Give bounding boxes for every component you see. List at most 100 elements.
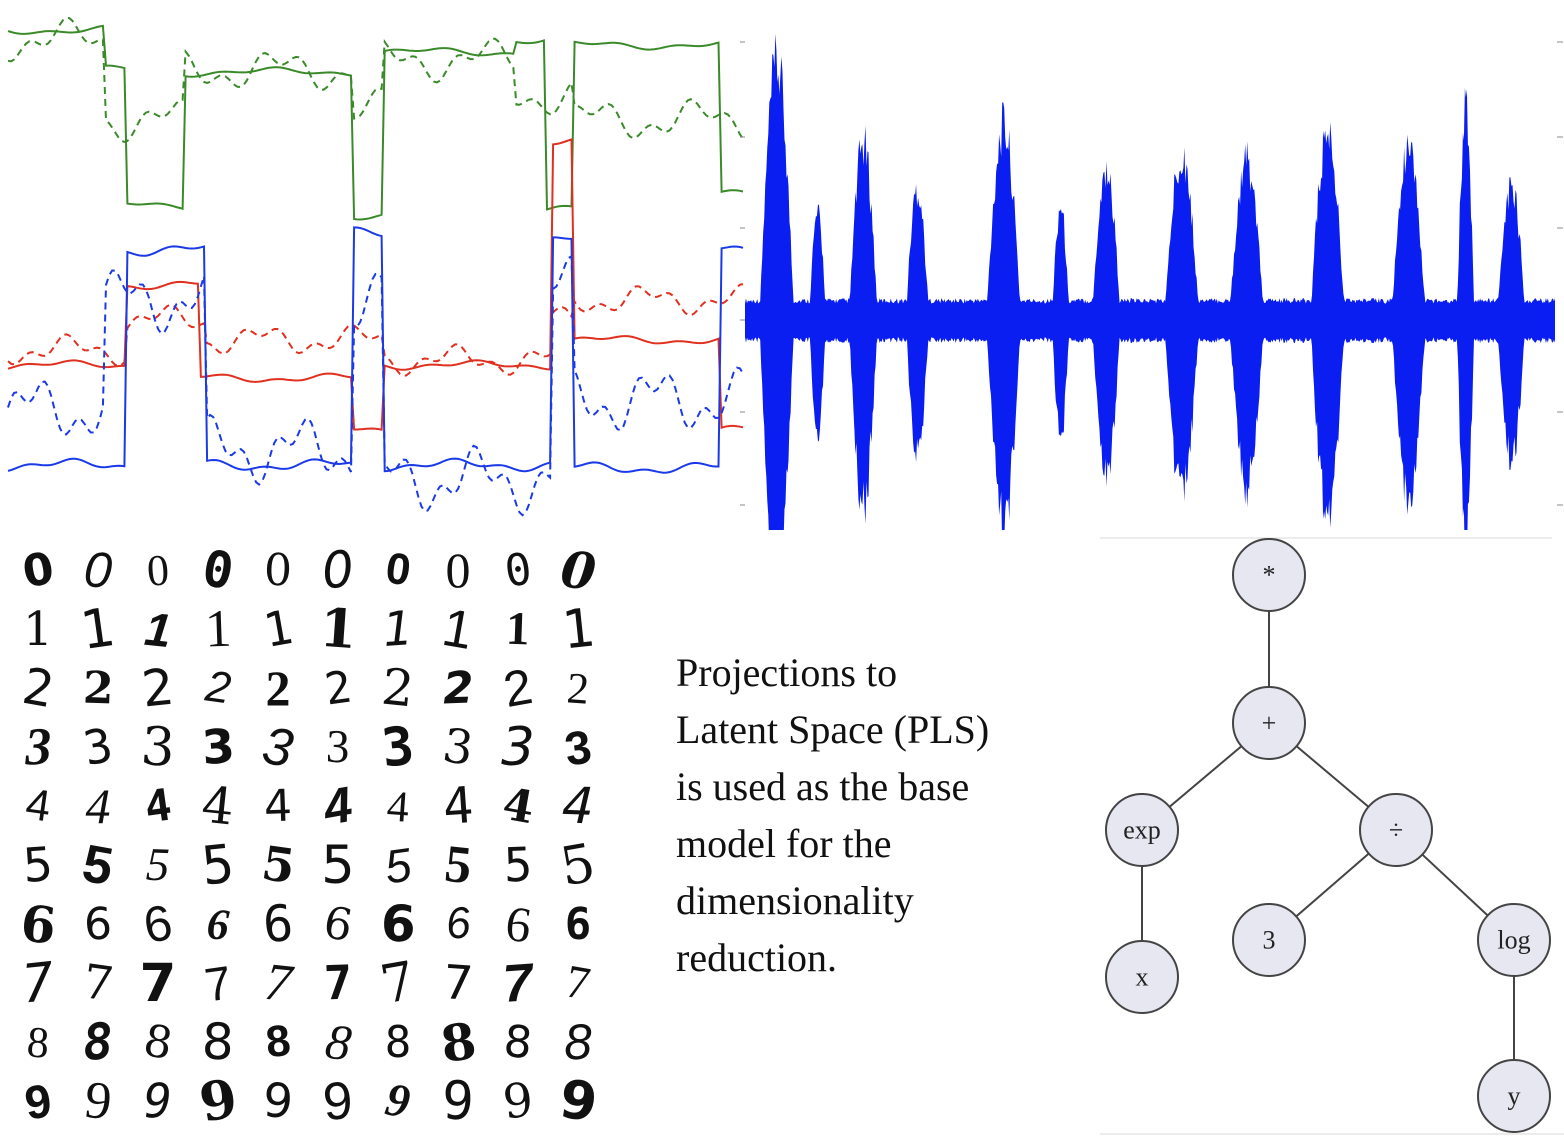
digit-cell: 9 [430,1070,486,1132]
digit-cell: 2 [430,658,486,718]
digit-glyph: 6 [319,896,357,952]
digit-glyph: 7 [322,955,354,1011]
digit-cell: 5 [490,835,546,895]
series-line [7,16,744,143]
digit-glyph: 7 [376,950,420,1016]
node-root: * [1232,538,1306,612]
digit-cell: 4 [250,776,306,836]
node-circle [1477,1059,1551,1133]
digit-cell: 5 [250,835,306,895]
node-label: y [1508,1082,1521,1111]
digit-cell: 4 [130,776,186,836]
digit-glyph: 6 [260,894,296,954]
node-label: log [1497,926,1530,955]
digit-glyph: 1 [142,601,174,657]
digit-cell: 9 [70,1071,126,1131]
digit-glyph: 2 [321,660,355,716]
digit-glyph: 8 [501,1015,535,1069]
digit-cell: 6 [250,894,306,954]
digit-cell: 0 [550,539,606,601]
digit-cell: 2 [370,657,426,718]
digit-glyph: 9 [142,1073,174,1129]
digit-glyph: 5 [145,838,171,892]
series-line [7,138,744,431]
digit-cell: 1 [370,599,426,659]
digit-cell: 2 [130,657,186,719]
digit-cell: 2 [310,658,366,718]
time-series-plot [7,16,745,517]
node-three: 3 [1232,903,1306,977]
digit-cell: 1 [490,599,546,659]
digit-glyph: 1 [259,599,297,659]
digit-glyph: 8 [384,1016,412,1068]
digit-cell: 5 [430,835,486,895]
digit-glyph: 8 [263,1015,293,1068]
digit-glyph: 4 [319,776,357,836]
digit-glyph: 4 [199,775,237,837]
digit-cell: 5 [550,832,606,898]
digit-glyph: 7 [139,952,177,1014]
digit-glyph: 9 [261,1072,295,1130]
digit-glyph: 1 [203,599,233,659]
digit-glyph: 4 [22,779,54,832]
digit-cell: 0 [370,540,426,600]
series-line [7,283,744,377]
digit-glyph: 8 [80,1012,116,1072]
node-circle [1232,903,1306,977]
node-plus: + [1232,686,1306,760]
digit-cell: 6 [430,894,486,954]
digit-glyph: 5 [381,836,415,894]
digit-glyph: 2 [139,657,177,719]
digit-glyph: 9 [555,1068,601,1134]
digit-cell: 4 [310,776,366,836]
digit-glyph: 0 [82,541,114,599]
digit-cell: 1 [250,599,306,659]
digit-cell: 8 [310,1012,366,1072]
digit-glyph: 4 [561,776,595,836]
node-circle [1232,538,1306,612]
digit-cell: 8 [130,1012,186,1072]
digit-glyph: 5 [21,836,55,894]
digit-glyph: 9 [21,1072,55,1130]
digit-glyph: 3 [439,717,477,777]
digit-cell: 4 [490,776,546,836]
digit-cell: 7 [250,953,306,1013]
waveform-envelope [745,33,1555,621]
digit-glyph: 5 [556,832,600,898]
digit-glyph: 4 [385,780,411,832]
digit-glyph: 6 [83,898,113,950]
digit-cell: 3 [70,717,126,777]
node-label: x [1136,963,1149,992]
digit-cell: 9 [370,1071,426,1131]
digit-cell: 3 [310,717,366,777]
digit-cell: 3 [130,715,186,778]
digit-glyph: 6 [17,892,59,956]
digit-glyph: 6 [205,898,231,950]
digit-cell: 3 [190,717,246,777]
digit-cell: 5 [190,833,246,897]
digit-glyph: 3 [199,718,237,776]
caption-line: is used as the base [676,764,970,809]
digit-cell: 3 [370,715,426,779]
digit-cell: 7 [10,950,66,1016]
digit-cell: 0 [430,540,486,600]
digit-glyph: 7 [18,950,58,1016]
node-circle [1105,793,1179,867]
digit-cell: 7 [310,953,366,1013]
digit-glyph: 3 [23,717,53,777]
digit-cell: 0 [130,540,186,600]
node-circle [1359,793,1433,867]
digit-glyph: 7 [561,955,595,1011]
node-label: 3 [1263,926,1276,955]
node-y: y [1477,1059,1551,1133]
digit-glyph: 1 [317,596,359,662]
digit-cell: 8 [430,1010,486,1073]
digit-cell: 5 [70,833,126,896]
digit-glyph: 7 [441,954,475,1012]
digit-cell: 1 [310,596,366,662]
digit-cell: 1 [430,597,486,660]
digit-cell: 7 [550,953,606,1013]
caption-line: dimensionality [676,878,914,923]
digit-cell: 4 [190,775,246,837]
